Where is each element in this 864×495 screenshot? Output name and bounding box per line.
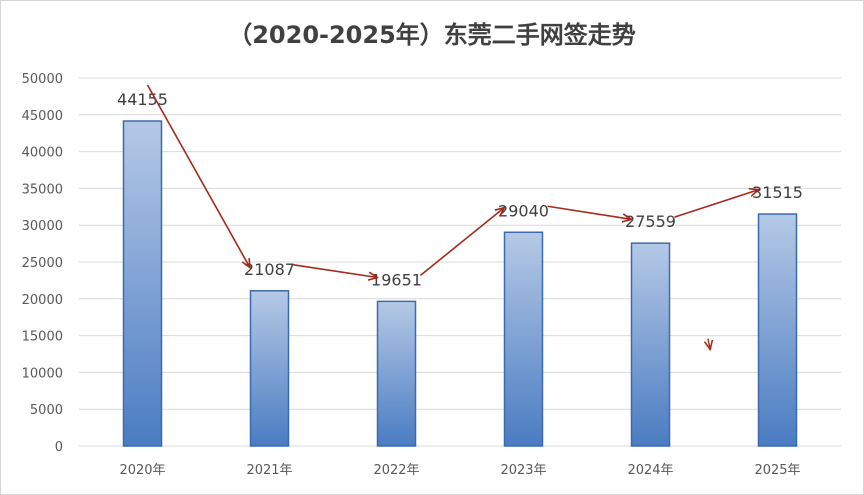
y-tick-label: 10000	[22, 366, 63, 381]
x-tick-label: 2021年	[246, 463, 292, 478]
bars	[122, 120, 798, 447]
data-label: 19651	[371, 270, 422, 289]
y-tick-label: 35000	[22, 182, 63, 197]
trend-arrow	[146, 84, 250, 267]
y-tick-label: 50000	[22, 72, 63, 87]
grid-layer	[79, 77, 841, 447]
bar	[122, 120, 163, 447]
bar	[757, 213, 798, 447]
trend-arrow	[419, 208, 504, 276]
bar	[376, 300, 417, 447]
y-tick-label: 25000	[22, 256, 63, 271]
x-tick-label: 2023年	[500, 463, 546, 478]
x-tick-label: 2022年	[373, 463, 419, 478]
x-tick-label: 2024年	[627, 463, 673, 478]
y-tick-label: 40000	[22, 146, 63, 161]
trend-arrow	[547, 205, 631, 219]
y-tick-label: 0	[55, 440, 63, 455]
data-labels: 44155 21087 19651 29040 27559 31515	[117, 90, 803, 289]
chart-title: （2020-2025年）东莞二手网签走势	[228, 21, 636, 49]
trend-arrow	[674, 190, 758, 218]
x-axis: 2020年 2021年 2022年 2023年 2024年 2025年	[119, 463, 800, 478]
x-tick-label: 2020年	[119, 463, 165, 478]
y-tick-label: 20000	[22, 293, 63, 308]
y-axis: 0 5000 10000 15000 20000 25000 30000 35000 40000…	[22, 72, 63, 455]
y-tick-label: 15000	[22, 330, 63, 345]
bar	[249, 290, 290, 447]
trend-arrows	[146, 84, 758, 349]
bar	[503, 231, 544, 447]
data-label: 29040	[498, 201, 549, 220]
y-tick-label: 5000	[30, 403, 63, 418]
data-label: 31515	[752, 183, 803, 202]
y-tick-label: 45000	[22, 109, 63, 124]
x-tick-label: 2025年	[754, 463, 800, 478]
data-label: 21087	[244, 260, 295, 279]
data-label: 27559	[625, 212, 676, 231]
bar	[630, 242, 671, 447]
y-tick-label: 30000	[22, 219, 63, 234]
trend-arrow	[293, 264, 377, 278]
data-label: 44155	[117, 90, 168, 109]
stray-arrow-mark	[708, 338, 710, 349]
